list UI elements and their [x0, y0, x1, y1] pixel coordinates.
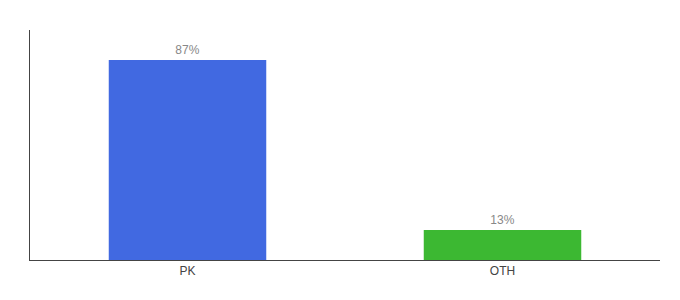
svg-text:87%: 87% [175, 43, 199, 57]
svg-text:OTH: OTH [490, 264, 515, 278]
svg-text:13%: 13% [490, 213, 514, 227]
svg-text:PK: PK [179, 264, 195, 278]
